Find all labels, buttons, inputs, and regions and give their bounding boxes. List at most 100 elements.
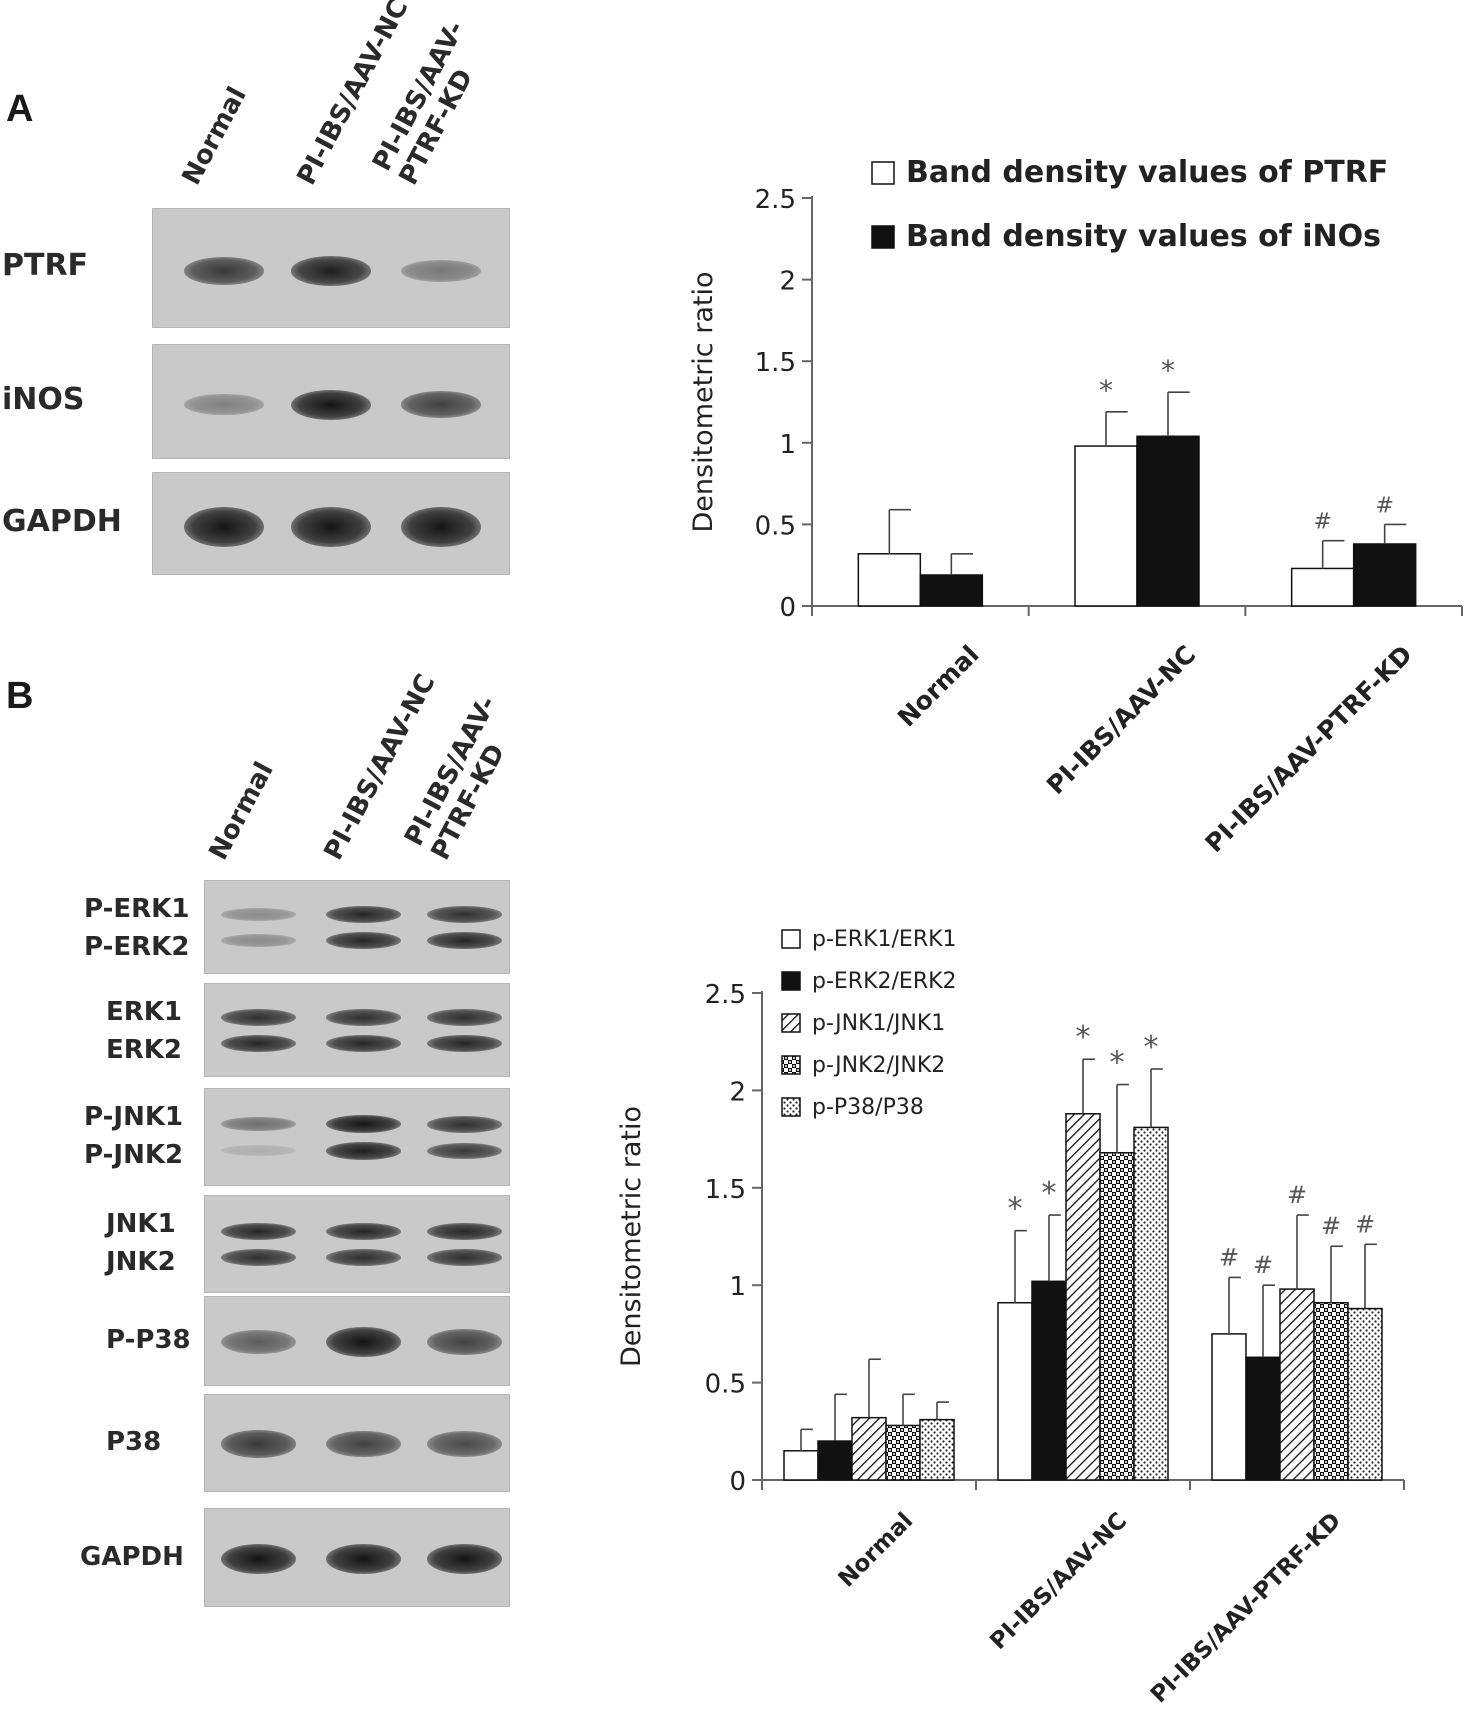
panel-b-y-axis-label: Densitometric ratio — [616, 1106, 647, 1367]
band — [291, 389, 371, 420]
panel-b-legend-swatch — [781, 929, 801, 949]
panel-b-blot-label: ERK2 — [106, 1035, 183, 1065]
panel-b-blot-label: GAPDH — [80, 1541, 184, 1572]
band — [220, 1329, 296, 1355]
band — [184, 393, 264, 416]
band — [325, 1543, 401, 1574]
band — [325, 1034, 401, 1052]
panel-b-bar — [1279, 1288, 1315, 1481]
panel-b-y-tick-label: 0.5 — [705, 1370, 746, 1400]
panel-b-legend-label: p-ERK2/ERK2 — [812, 969, 957, 994]
panel-b-y-tick-label: 2 — [729, 1077, 746, 1107]
panel-b-y-tick-label: 1.5 — [705, 1175, 746, 1205]
band — [291, 256, 371, 286]
panel-b-bar — [1211, 1333, 1247, 1481]
panel-b-significance-mark: # — [1219, 1243, 1239, 1271]
panel-b-significance-mark: # — [1287, 1181, 1307, 1209]
panel-a-y-tick-label: 1.5 — [755, 348, 796, 378]
panel-a-legend-label: Band density values of iNOs — [906, 219, 1381, 254]
panel-b-blot-label: P-JNK1 — [84, 1102, 184, 1132]
band — [426, 1115, 502, 1133]
panel-b-category-label: PI-IBS/AAV-PTRF-KD — [1146, 1508, 1346, 1708]
panel-b-significance-mark: * — [1008, 1192, 1023, 1227]
panel-a-significance-mark: # — [1375, 493, 1393, 518]
panel-a-category-label: PI-IBS/AAV-NC — [1041, 640, 1201, 800]
panel-b-y-tick-label: 2.5 — [705, 980, 746, 1010]
a-lane-label-line: Normal — [176, 82, 253, 190]
panel-b-y-tick-label: 0 — [729, 1467, 746, 1497]
panel-b-blot-jnk1-jnk2 — [204, 1195, 510, 1293]
panel-b-significance-mark: * — [1144, 1030, 1159, 1065]
panel-b-legend-label: p-P38/P38 — [812, 1095, 924, 1120]
band — [426, 931, 502, 949]
band — [325, 1222, 401, 1240]
panel-a-blot-label: GAPDH — [2, 503, 122, 539]
panel-a-category-label: PI-IBS/AAV-PTRF-KD — [1200, 640, 1418, 858]
panel-b-legend-swatch — [781, 1055, 801, 1075]
panel-b-blot-p-p38 — [204, 1296, 510, 1386]
panel-a-blot-label: iNOS — [2, 381, 85, 417]
band — [220, 1543, 296, 1574]
panel-b-category-label: PI-IBS/AAV-NC — [985, 1508, 1132, 1655]
panel-b-blot-label: P-JNK2 — [84, 1140, 184, 1170]
band — [325, 1249, 401, 1267]
panel-a-significance-mark: # — [1313, 510, 1331, 535]
panel-a-significance-mark: * — [1161, 354, 1175, 387]
panel-b-blot-label: P-ERK2 — [84, 932, 190, 962]
panel-b-bar — [1245, 1356, 1281, 1481]
band — [325, 1115, 401, 1134]
band — [184, 257, 264, 285]
band — [426, 1431, 502, 1457]
panel-a-legend-label: Band density values of PTRF — [906, 155, 1388, 190]
band — [220, 1034, 296, 1052]
panel-b-blot-label: P-ERK1 — [84, 894, 190, 924]
band — [325, 1009, 401, 1027]
panel-b-legend-swatch — [781, 1013, 801, 1033]
panel-b-blot-p-jnk1-p-jnk2 — [204, 1088, 510, 1186]
panel-b-blot-p38 — [204, 1394, 510, 1492]
panel-a-y-tick-label: 0.5 — [755, 511, 796, 541]
panel-b-legend-label: p-JNK1/JNK1 — [812, 1011, 945, 1036]
panel-b-bar — [1347, 1307, 1383, 1481]
panel-b-bar — [1099, 1151, 1135, 1481]
panel-a-y-tick-label: 0 — [779, 593, 796, 623]
panel-a-significance-mark: * — [1099, 374, 1113, 407]
panel-b-bar — [1031, 1280, 1067, 1481]
panel-b-bar — [1313, 1301, 1349, 1481]
panel-b-chart: 0 0.5 1 1.5 2 2.5 Densitometric ratio Normal * * *… — [616, 927, 1405, 1708]
panel-a-letter: A — [6, 88, 34, 130]
band — [220, 933, 296, 947]
a-lane-label-1: Normal — [177, 82, 253, 190]
panel-a-blot-inos — [152, 344, 510, 459]
panel-b-y-tick-label: 1 — [729, 1272, 746, 1302]
panel-b-bar — [1065, 1113, 1101, 1481]
band — [401, 506, 481, 547]
band — [220, 1249, 296, 1267]
panel-b-category-label: Normal — [834, 1508, 919, 1593]
panel-b-blot-gapdh — [204, 1508, 510, 1607]
panel-b-significance-mark: # — [1355, 1210, 1375, 1238]
panel-a-bar — [919, 574, 984, 607]
panel-b-significance-mark: * — [1042, 1176, 1057, 1211]
panel-b-bar — [1133, 1126, 1169, 1481]
panel-a-y-tick-label: 2 — [779, 267, 796, 297]
band — [426, 906, 502, 924]
band — [325, 906, 401, 924]
band — [220, 1430, 296, 1458]
band — [220, 1009, 296, 1027]
panel-b-significance-mark: * — [1076, 1020, 1091, 1055]
b-lane-label-line: Normal — [203, 757, 280, 865]
band — [220, 1117, 296, 1132]
panel-a-y-tick-label: 2.5 — [755, 185, 796, 215]
panel-a-legend-swatch — [871, 161, 895, 185]
panel-a-y-tick-label: 1 — [779, 430, 796, 460]
panel-b-significance-mark: # — [1321, 1212, 1341, 1240]
band — [325, 1327, 401, 1357]
band — [220, 908, 296, 922]
panel-b-significance-mark: # — [1253, 1251, 1273, 1279]
band — [426, 1249, 502, 1267]
panel-b-legend-swatch — [781, 971, 801, 991]
panel-a-category-label: Normal — [892, 640, 985, 733]
panel-b-blot-label: JNK1 — [106, 1209, 176, 1239]
panel-b-blot-label: ERK1 — [106, 997, 183, 1027]
